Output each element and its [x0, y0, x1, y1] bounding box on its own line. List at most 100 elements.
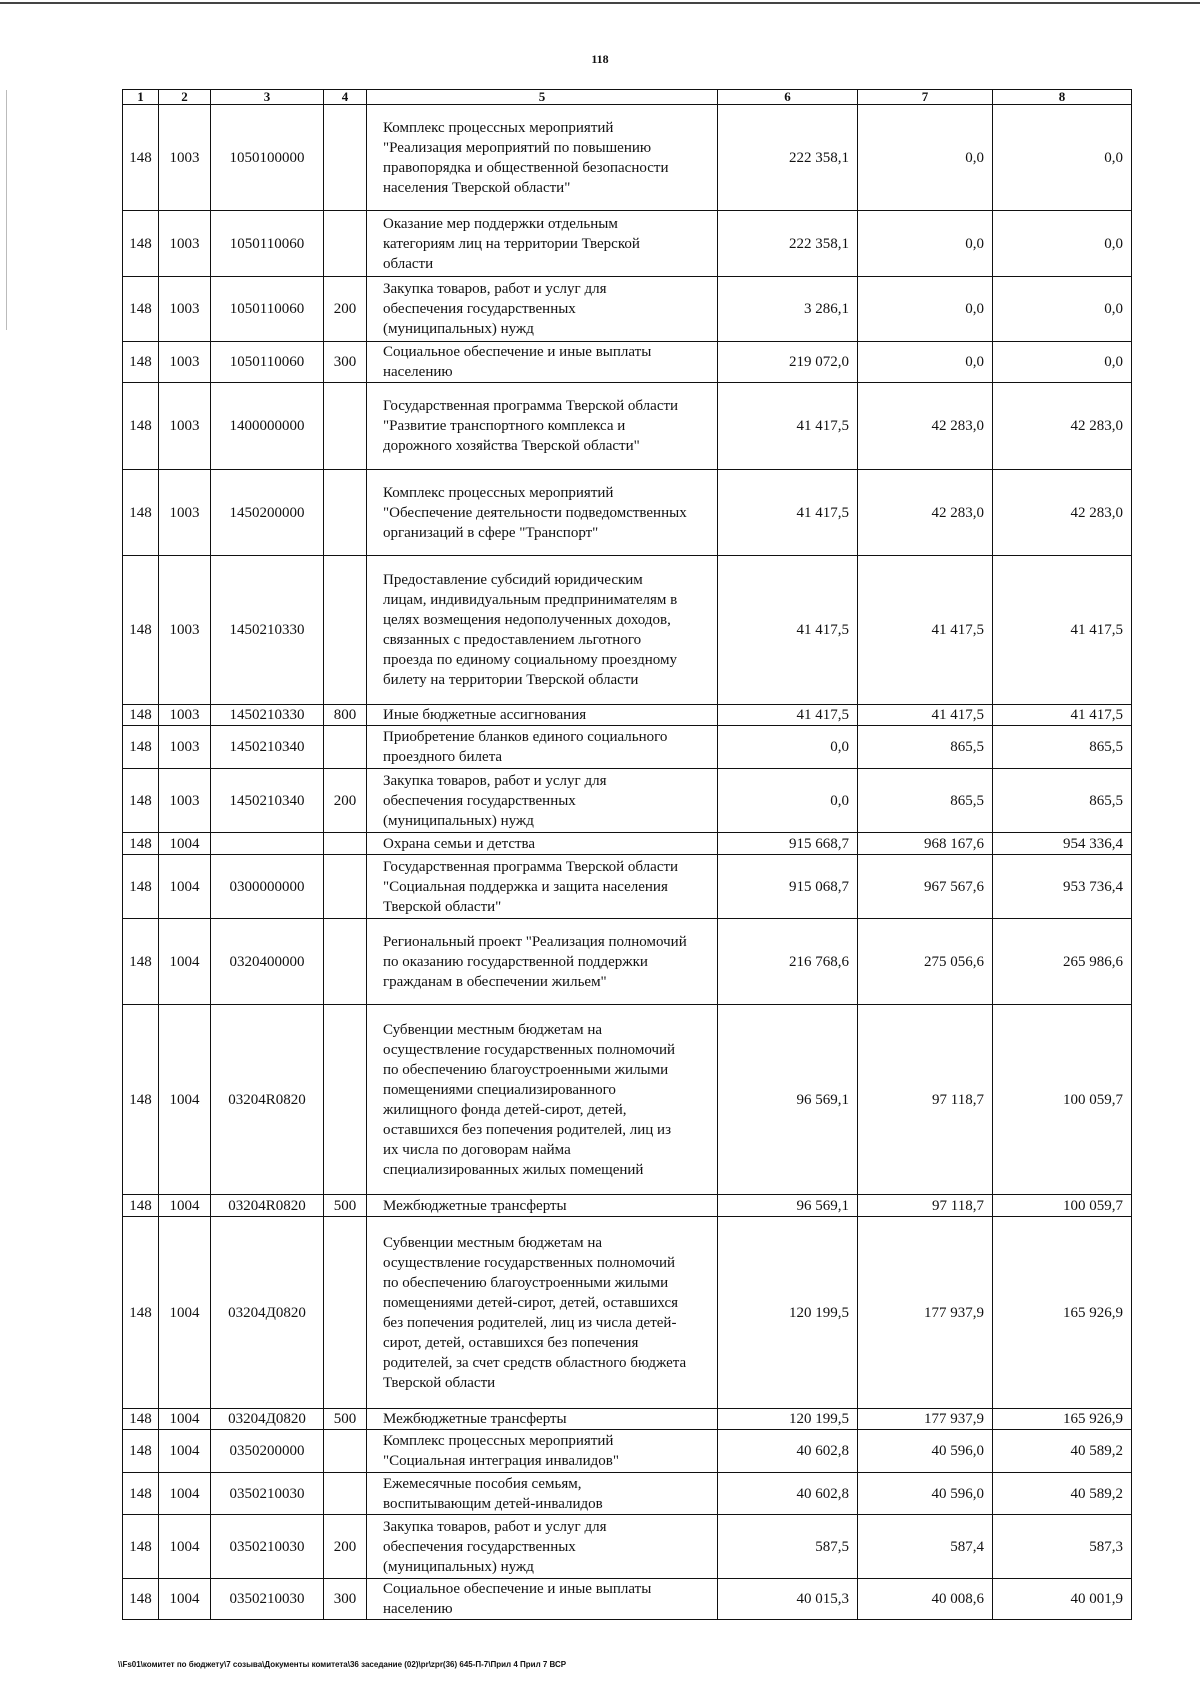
code-expense-type-cell	[323, 1004, 367, 1195]
code-target-cell	[210, 832, 324, 855]
description-cell: Субвенции местным бюджетам на осуществле…	[366, 1004, 718, 1195]
code-target-cell: 1050110060	[210, 210, 324, 277]
code-section-cell: 1004	[158, 918, 211, 1005]
table-row: 148 1003 1050110060 Оказание мер поддержки …	[122, 210, 1132, 277]
table-row: 148 1003 1450210330 800 Иные бюджетные ассиг…	[122, 704, 1132, 726]
table-row: 148 1004 0350210030 300 Социальное обеспечен…	[122, 1578, 1132, 1620]
amount-col7-cell: 865,5	[857, 768, 993, 833]
amount-col6-cell: 0,0	[717, 725, 858, 769]
amount-col8-cell: 0,0	[992, 341, 1132, 383]
code-target-cell: 1050100000	[210, 104, 324, 211]
table-row: 148 1003 1400000000 Государственная програм…	[122, 382, 1132, 470]
code-expense-type-cell: 800	[323, 704, 367, 726]
table-row: 148 1004 0350210030 Ежемесячные пособия сем…	[122, 1472, 1132, 1515]
code-admin-cell: 148	[122, 1194, 159, 1217]
amount-col6-cell: 222 358,1	[717, 210, 858, 277]
amount-col7-cell: 587,4	[857, 1514, 993, 1579]
code-admin-cell: 148	[122, 704, 159, 726]
description-cell: Закупка товаров, работ и услуг для обесп…	[366, 276, 718, 342]
code-target-cell: 0320400000	[210, 918, 324, 1005]
amount-col7-cell: 177 937,9	[857, 1216, 993, 1409]
description-cell: Субвенции местным бюджетам на осуществле…	[366, 1216, 718, 1409]
amount-col6-cell: 219 072,0	[717, 341, 858, 383]
code-expense-type-cell	[323, 104, 367, 211]
amount-col8-cell: 954 336,4	[992, 832, 1132, 855]
description-cell: Предоставление субсидий юридическим лица…	[366, 555, 718, 705]
code-section-cell: 1003	[158, 704, 211, 726]
code-admin-cell: 148	[122, 1472, 159, 1515]
code-target-cell: 03204Д0820	[210, 1408, 324, 1430]
column-header: 2	[158, 89, 211, 105]
table-row: 148 1004 03204Д0820 Субвенции местным бюдже…	[122, 1216, 1132, 1409]
amount-col8-cell: 100 059,7	[992, 1004, 1132, 1195]
amount-col6-cell: 40 015,3	[717, 1578, 858, 1620]
description-cell: Межбюджетные трансферты	[366, 1194, 718, 1217]
column-header: 6	[717, 89, 858, 105]
code-expense-type-cell	[323, 1216, 367, 1409]
code-target-cell: 1400000000	[210, 382, 324, 470]
code-admin-cell: 148	[122, 832, 159, 855]
code-section-cell: 1004	[158, 1429, 211, 1473]
code-target-cell: 1450200000	[210, 469, 324, 556]
amount-col7-cell: 40 596,0	[857, 1472, 993, 1515]
code-admin-cell: 148	[122, 1429, 159, 1473]
code-section-cell: 1003	[158, 725, 211, 769]
code-expense-type-cell: 200	[323, 1514, 367, 1579]
table-row: 148 1003 1450200000 Комплекс процессных мер…	[122, 469, 1132, 556]
code-admin-cell: 148	[122, 725, 159, 769]
code-section-cell: 1003	[158, 210, 211, 277]
amount-col6-cell: 222 358,1	[717, 104, 858, 211]
description-cell: Комплекс процессных мероприятий "Социаль…	[366, 1429, 718, 1473]
code-section-cell: 1003	[158, 104, 211, 211]
description-cell: Региональный проект "Реализация полномоч…	[366, 918, 718, 1005]
description-cell: Комплекс процессных мероприятий "Обеспеч…	[366, 469, 718, 556]
amount-col8-cell: 41 417,5	[992, 555, 1132, 705]
code-admin-cell: 148	[122, 104, 159, 211]
code-admin-cell: 148	[122, 382, 159, 470]
table-row: 148 1004 03204Д0820 500 Межбюджетные трансфе…	[122, 1408, 1132, 1430]
code-admin-cell: 148	[122, 555, 159, 705]
table-row: 148 1004 0350210030 200 Закупка товаров, раб…	[122, 1514, 1132, 1579]
amount-col7-cell: 0,0	[857, 104, 993, 211]
code-section-cell: 1004	[158, 854, 211, 919]
code-section-cell: 1004	[158, 1194, 211, 1217]
amount-col8-cell: 265 986,6	[992, 918, 1132, 1005]
code-target-cell: 1450210340	[210, 768, 324, 833]
code-target-cell: 0350210030	[210, 1514, 324, 1579]
amount-col8-cell: 41 417,5	[992, 704, 1132, 726]
page-number: 118	[591, 52, 609, 66]
code-expense-type-cell: 500	[323, 1408, 367, 1430]
code-admin-cell: 148	[122, 1578, 159, 1620]
amount-col6-cell: 915 668,7	[717, 832, 858, 855]
code-section-cell: 1003	[158, 768, 211, 833]
amount-col7-cell: 40 008,6	[857, 1578, 993, 1620]
table-row: 148 1003 1450210340 Приобретение бланков ед…	[122, 725, 1132, 769]
code-expense-type-cell	[323, 918, 367, 1005]
code-target-cell: 1050110060	[210, 276, 324, 342]
amount-col6-cell: 96 569,1	[717, 1004, 858, 1195]
amount-col7-cell: 41 417,5	[857, 704, 993, 726]
code-target-cell: 1450210340	[210, 725, 324, 769]
code-target-cell: 1050110060	[210, 341, 324, 383]
amount-col6-cell: 41 417,5	[717, 704, 858, 726]
code-expense-type-cell	[323, 382, 367, 470]
description-cell: Государственная программа Тверской облас…	[366, 854, 718, 919]
column-header: 3	[210, 89, 324, 105]
code-expense-type-cell: 200	[323, 768, 367, 833]
amount-col8-cell: 165 926,9	[992, 1216, 1132, 1409]
table-row: 148 1004 03204R0820 500 Межбюджетные трансфе…	[122, 1194, 1132, 1217]
amount-col8-cell: 42 283,0	[992, 469, 1132, 556]
code-target-cell: 0350210030	[210, 1472, 324, 1515]
table-row: 148 1004 0320400000 Региональный проект "Ре…	[122, 918, 1132, 1005]
amount-col8-cell: 100 059,7	[992, 1194, 1132, 1217]
amount-col7-cell: 0,0	[857, 341, 993, 383]
code-target-cell: 1450210330	[210, 555, 324, 705]
code-expense-type-cell	[323, 725, 367, 769]
amount-col8-cell: 0,0	[992, 210, 1132, 277]
code-section-cell: 1003	[158, 276, 211, 342]
table-row: 148 1004 03204R0820 Субвенции местным бюдже…	[122, 1004, 1132, 1195]
amount-col6-cell: 0,0	[717, 768, 858, 833]
column-number-row: 1 2 3 4 5 6 7 8	[122, 89, 1132, 105]
amount-col8-cell: 42 283,0	[992, 382, 1132, 470]
amount-col8-cell: 0,0	[992, 276, 1132, 342]
